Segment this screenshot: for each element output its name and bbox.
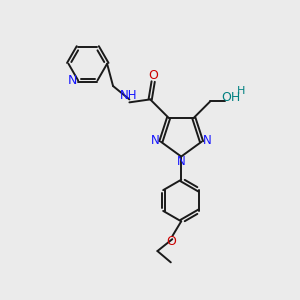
Text: O: O [148,69,158,82]
Text: N: N [202,134,211,147]
Text: H: H [237,86,245,96]
Text: N: N [177,155,186,168]
Text: N: N [68,74,77,87]
Text: NH: NH [120,89,137,102]
Text: OH: OH [221,91,241,103]
Text: O: O [166,235,176,248]
Text: N: N [151,134,160,147]
